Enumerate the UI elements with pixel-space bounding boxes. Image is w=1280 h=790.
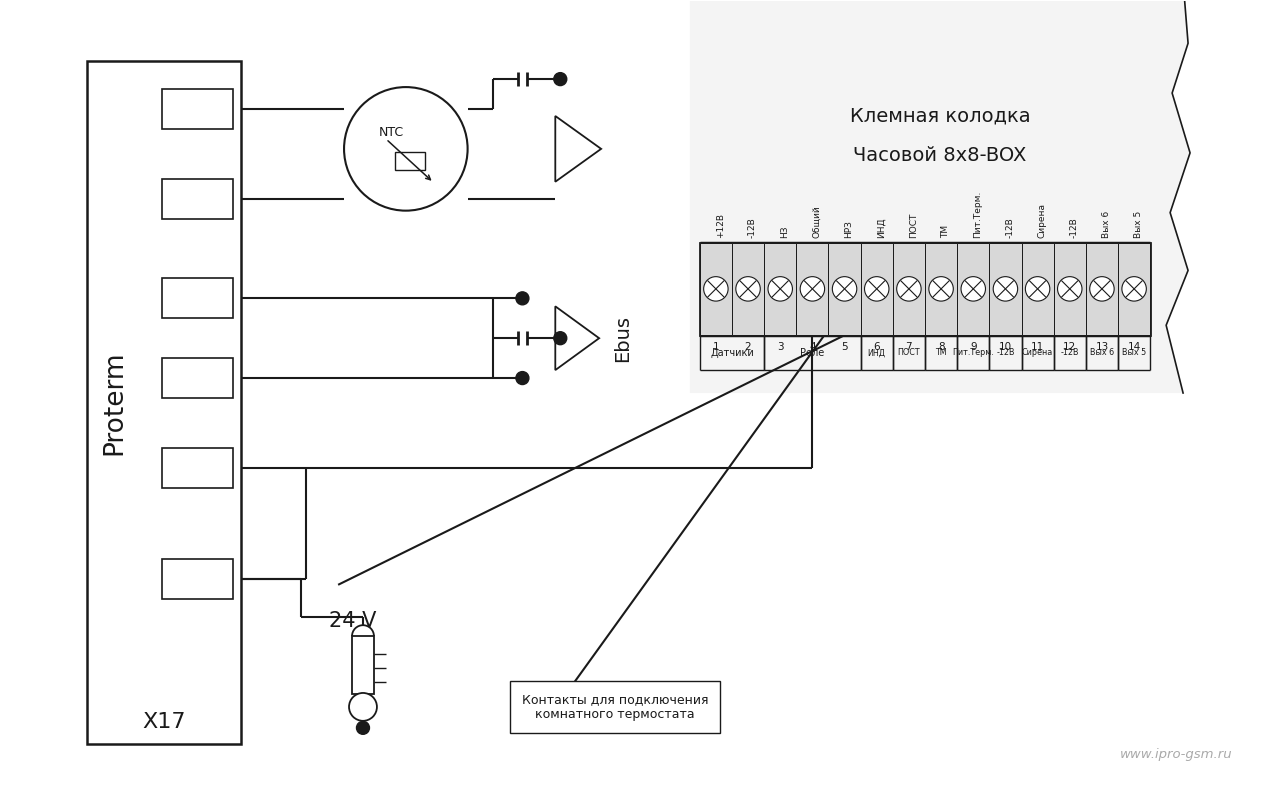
Bar	[893, 243, 925, 335]
Bar	[87, 61, 242, 743]
Circle shape	[736, 276, 760, 301]
Circle shape	[993, 276, 1018, 301]
Bar	[989, 243, 1021, 335]
Circle shape	[864, 276, 890, 301]
Text: ИНД: ИНД	[877, 217, 886, 238]
Text: 5: 5	[841, 342, 847, 352]
Polygon shape	[556, 116, 602, 182]
Text: NTC: NTC	[379, 126, 403, 139]
Polygon shape	[690, 0, 1190, 393]
Text: 10: 10	[998, 342, 1012, 352]
Text: Сирена: Сирена	[1021, 348, 1053, 357]
Circle shape	[349, 693, 376, 720]
Circle shape	[516, 371, 529, 385]
Text: Общий: Общий	[813, 205, 822, 238]
Text: НЗ: НЗ	[781, 225, 790, 238]
Bar	[1053, 243, 1085, 335]
Bar	[1021, 243, 1053, 335]
Bar	[732, 243, 764, 335]
Text: 7: 7	[905, 342, 913, 352]
Text: Вых 6: Вых 6	[1089, 348, 1114, 357]
Circle shape	[800, 276, 824, 301]
Text: Контакты для подключения
комнатного термостата: Контакты для подключения комнатного терм…	[522, 693, 708, 721]
Text: 12: 12	[1064, 342, 1076, 352]
Circle shape	[1057, 276, 1082, 301]
Text: 14: 14	[1128, 342, 1140, 352]
Circle shape	[344, 87, 467, 211]
Text: 11: 11	[1030, 342, 1044, 352]
Text: 24 V: 24 V	[329, 611, 376, 631]
Text: ТМ: ТМ	[941, 224, 950, 238]
Text: ТМ: ТМ	[936, 348, 947, 357]
Bar	[700, 243, 1151, 335]
Text: Часовой 8х8-BOX: Часовой 8х8-BOX	[854, 146, 1027, 165]
Bar	[161, 89, 233, 129]
Text: -12В: -12В	[996, 348, 1015, 357]
Text: Proterm: Proterm	[102, 350, 128, 455]
Text: -12В: -12В	[1005, 216, 1015, 238]
Text: 13: 13	[1096, 342, 1108, 352]
Bar	[511, 681, 719, 733]
Text: 6: 6	[873, 342, 881, 352]
Text: Ebus: Ebus	[613, 314, 632, 362]
Text: Сирена: Сирена	[1038, 202, 1047, 238]
Circle shape	[1121, 276, 1147, 301]
Circle shape	[832, 276, 856, 301]
Text: 1: 1	[713, 342, 719, 352]
Text: X17: X17	[142, 712, 186, 732]
Bar	[161, 448, 233, 487]
Text: Пит.Терм.: Пит.Терм.	[973, 190, 982, 238]
Text: 3: 3	[777, 342, 783, 352]
Circle shape	[768, 276, 792, 301]
Text: +12В: +12В	[716, 213, 724, 238]
Circle shape	[554, 332, 567, 344]
Circle shape	[897, 276, 922, 301]
Bar	[957, 243, 989, 335]
Text: ПОСТ: ПОСТ	[897, 348, 920, 357]
Circle shape	[704, 276, 728, 301]
Text: Датчики: Датчики	[710, 348, 754, 358]
Text: ПОСТ: ПОСТ	[909, 213, 918, 238]
Bar	[161, 559, 233, 600]
Circle shape	[929, 276, 954, 301]
Circle shape	[1025, 276, 1050, 301]
Text: 4: 4	[809, 342, 815, 352]
Text: Пит.Терм.: Пит.Терм.	[952, 348, 995, 357]
Circle shape	[516, 292, 529, 305]
Text: НРЗ: НРЗ	[845, 220, 854, 238]
Text: Вых 6: Вых 6	[1102, 210, 1111, 238]
Text: -12В: -12В	[748, 216, 756, 238]
Bar	[161, 179, 233, 219]
Circle shape	[554, 73, 567, 85]
Text: Вых 5: Вых 5	[1134, 210, 1143, 238]
Text: 8: 8	[938, 342, 945, 352]
Text: Клемная колодка: Клемная колодка	[850, 107, 1030, 126]
Bar	[161, 278, 233, 318]
Bar	[352, 636, 374, 694]
Text: 9: 9	[970, 342, 977, 352]
Circle shape	[961, 276, 986, 301]
Circle shape	[357, 721, 370, 734]
Bar	[690, 0, 1210, 393]
Text: www.ipro-gsm.ru: www.ipro-gsm.ru	[1120, 747, 1233, 761]
Bar	[1117, 243, 1151, 335]
Text: ИНД: ИНД	[868, 348, 886, 357]
Polygon shape	[556, 307, 599, 370]
Bar	[394, 152, 425, 170]
Bar	[764, 243, 796, 335]
Text: Реле: Реле	[800, 348, 824, 358]
Bar	[925, 243, 957, 335]
Bar	[161, 358, 233, 398]
Bar	[796, 243, 828, 335]
Bar	[1085, 243, 1117, 335]
Text: 2: 2	[745, 342, 751, 352]
Text: -12В: -12В	[1070, 216, 1079, 238]
Text: Вых 5: Вых 5	[1123, 348, 1146, 357]
Circle shape	[1089, 276, 1114, 301]
Bar	[700, 243, 732, 335]
Bar	[828, 243, 860, 335]
Bar	[860, 243, 893, 335]
Text: -12В: -12В	[1061, 348, 1079, 357]
